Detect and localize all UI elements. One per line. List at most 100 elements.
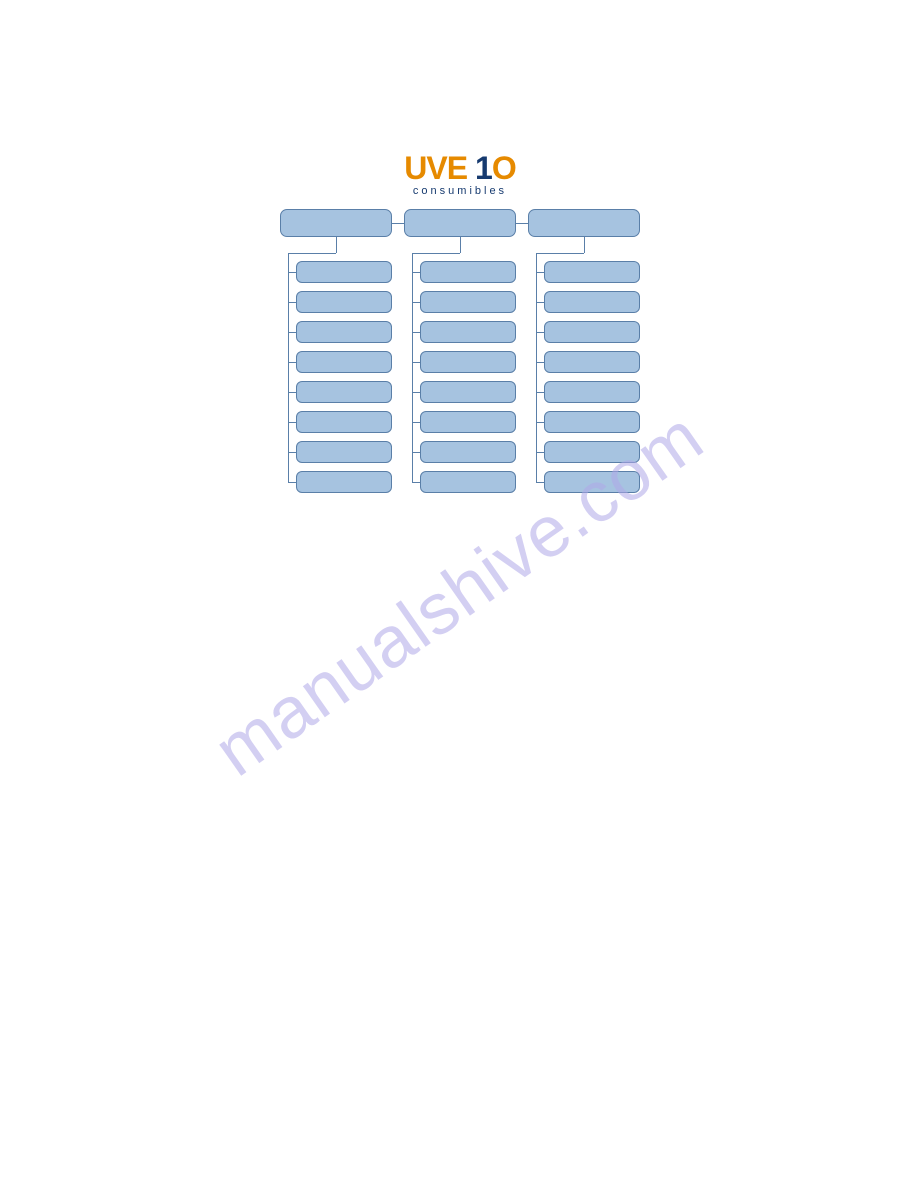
sub-h-line: [536, 422, 544, 423]
sub-box-wrap: [544, 411, 640, 433]
sub-boxes: [280, 237, 392, 493]
logo-main: UVE 1O: [280, 150, 640, 187]
sub-box-wrap: [296, 411, 392, 433]
sub-box-1-8: [296, 471, 392, 493]
sub-box-2-8: [420, 471, 516, 493]
h-connector-top: [288, 253, 336, 254]
v-connector: [460, 237, 461, 253]
top-box-1: [280, 209, 392, 237]
logo-o: O: [492, 150, 516, 187]
sub-box-wrap: [420, 381, 516, 403]
sub-box-wrap: [296, 351, 392, 373]
sub-box-1-5: [296, 381, 392, 403]
sub-h-line: [412, 452, 420, 453]
sub-box-2-7: [420, 441, 516, 463]
sub-box-wrap: [420, 471, 516, 493]
chart-top-row: [280, 209, 640, 237]
sub-box-2-5: [420, 381, 516, 403]
sub-box-3-3: [544, 321, 640, 343]
sub-h-line: [412, 392, 420, 393]
sub-box-wrap: [544, 321, 640, 343]
sub-h-line: [288, 482, 296, 483]
sub-h-line: [412, 482, 420, 483]
h-connector-top: [536, 253, 584, 254]
sub-box-wrap: [544, 471, 640, 493]
sub-h-line: [288, 272, 296, 273]
sub-box-wrap: [544, 441, 640, 463]
logo-brand-right: 1O: [475, 150, 516, 187]
sub-h-line: [536, 272, 544, 273]
sub-h-line: [536, 302, 544, 303]
sub-box-1-1: [296, 261, 392, 283]
sub-box-3-7: [544, 441, 640, 463]
v-connector: [584, 237, 585, 253]
sub-h-line: [288, 422, 296, 423]
sub-boxes: [528, 237, 640, 493]
logo-brand-left: UVE: [404, 150, 467, 187]
org-chart: [280, 209, 640, 493]
sub-box-wrap: [544, 291, 640, 313]
sub-box-1-3: [296, 321, 392, 343]
sub-box-1-6: [296, 411, 392, 433]
v-line: [288, 253, 289, 482]
sub-h-line: [288, 452, 296, 453]
sub-box-3-4: [544, 351, 640, 373]
sub-h-line: [536, 332, 544, 333]
v-line: [412, 253, 413, 482]
sub-box-wrap: [420, 291, 516, 313]
sub-h-line: [288, 302, 296, 303]
sub-boxes: [404, 237, 516, 493]
v-line: [536, 253, 537, 482]
sub-h-line: [288, 332, 296, 333]
sub-box-wrap: [296, 261, 392, 283]
sub-box-wrap: [544, 381, 640, 403]
sub-box-1-2: [296, 291, 392, 313]
sub-box-wrap: [544, 351, 640, 373]
top-box-3: [528, 209, 640, 237]
sub-h-line: [412, 422, 420, 423]
top-box-2: [404, 209, 516, 237]
sub-box-wrap: [296, 381, 392, 403]
sub-h-line: [536, 362, 544, 363]
chart-column-1: [280, 237, 392, 493]
sub-box-3-8: [544, 471, 640, 493]
sub-h-line: [288, 392, 296, 393]
sub-box-2-1: [420, 261, 516, 283]
sub-box-1-4: [296, 351, 392, 373]
sub-box-wrap: [420, 321, 516, 343]
chart-columns: [280, 237, 640, 493]
sub-h-line: [412, 302, 420, 303]
sub-h-line: [412, 362, 420, 363]
sub-h-line: [536, 452, 544, 453]
sub-box-3-1: [544, 261, 640, 283]
sub-box-wrap: [420, 411, 516, 433]
sub-box-wrap: [420, 261, 516, 283]
sub-h-line: [536, 392, 544, 393]
sub-box-wrap: [296, 291, 392, 313]
sub-box-2-3: [420, 321, 516, 343]
sub-box-3-5: [544, 381, 640, 403]
sub-box-3-6: [544, 411, 640, 433]
logo: UVE 1O consumibles: [280, 150, 640, 197]
chart-column-2: [404, 237, 516, 493]
sub-box-2-4: [420, 351, 516, 373]
sub-h-line: [412, 332, 420, 333]
sub-box-2-2: [420, 291, 516, 313]
v-connector: [336, 237, 337, 253]
sub-box-3-2: [544, 291, 640, 313]
sub-box-wrap: [296, 441, 392, 463]
sub-box-wrap: [296, 471, 392, 493]
sub-h-line: [536, 482, 544, 483]
sub-h-line: [288, 362, 296, 363]
h-connector-top: [412, 253, 460, 254]
sub-box-wrap: [544, 261, 640, 283]
logo-subtitle: consumibles: [280, 185, 640, 197]
diagram-container: UVE 1O consumibles: [280, 150, 640, 493]
sub-box-1-7: [296, 441, 392, 463]
sub-box-wrap: [420, 351, 516, 373]
sub-box-2-6: [420, 411, 516, 433]
chart-column-3: [528, 237, 640, 493]
logo-num: 1: [475, 150, 492, 187]
sub-box-wrap: [296, 321, 392, 343]
sub-box-wrap: [420, 441, 516, 463]
